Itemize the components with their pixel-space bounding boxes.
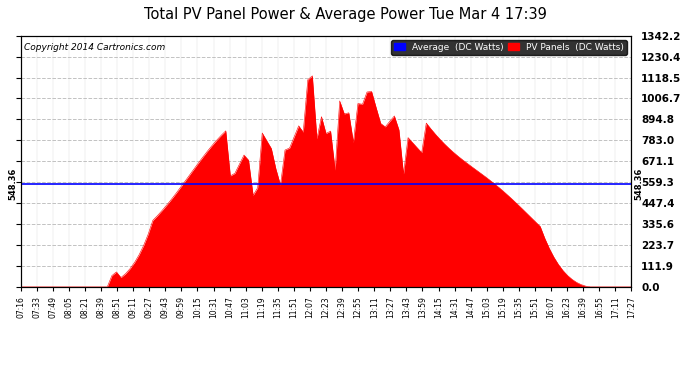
Text: Copyright 2014 Cartronics.com: Copyright 2014 Cartronics.com xyxy=(23,43,165,52)
Legend: Average  (DC Watts), PV Panels  (DC Watts): Average (DC Watts), PV Panels (DC Watts) xyxy=(391,40,627,54)
Text: 548.36: 548.36 xyxy=(9,168,18,200)
Text: Total PV Panel Power & Average Power Tue Mar 4 17:39: Total PV Panel Power & Average Power Tue… xyxy=(144,8,546,22)
Text: 548.36: 548.36 xyxy=(634,168,643,200)
